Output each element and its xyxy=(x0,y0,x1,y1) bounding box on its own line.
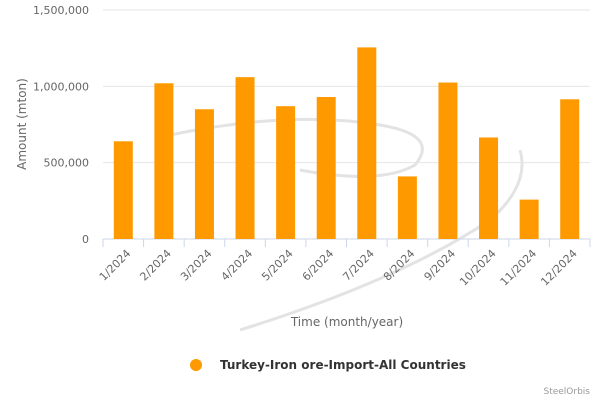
bar-2-2024[interactable] xyxy=(154,83,174,239)
bar-4-2024[interactable] xyxy=(235,77,255,239)
x-axis-ticks: 1/2024 2/2024 3/2024 4/2024 5/2024 6/2024 7/20… xyxy=(97,239,591,289)
y-tick-label: 1,500,000 xyxy=(33,4,89,17)
bar-11-2024[interactable] xyxy=(519,199,539,239)
bar-3-2024[interactable] xyxy=(194,109,214,239)
bars xyxy=(113,47,580,240)
x-tick-label: 5/2024 xyxy=(259,247,296,284)
x-tick-label: 4/2024 xyxy=(219,247,256,284)
legend-label: Turkey-Iron ore-Import-All Countries xyxy=(220,358,466,372)
y-axis-ticks: 0 500,000 1,000,000 1,500,000 xyxy=(33,4,89,246)
x-tick-label: 7/2024 xyxy=(340,247,377,284)
bar-8-2024[interactable] xyxy=(397,176,417,239)
bar-10-2024[interactable] xyxy=(479,137,499,239)
bar-6-2024[interactable] xyxy=(316,97,336,240)
bar-1-2024[interactable] xyxy=(113,141,133,239)
bar-5-2024[interactable] xyxy=(276,106,296,240)
legend-marker xyxy=(190,359,202,371)
y-axis-title: Amount (mton) xyxy=(15,78,29,170)
x-tick-label: 9/2024 xyxy=(422,247,459,284)
x-tick-label: 3/2024 xyxy=(178,247,215,284)
x-tick-label: 10/2024 xyxy=(457,247,499,289)
y-tick-label: 500,000 xyxy=(44,157,90,170)
bar-12-2024[interactable] xyxy=(560,99,580,239)
y-tick-label: 0 xyxy=(82,233,89,246)
x-tick-label: 6/2024 xyxy=(300,247,337,284)
bar-9-2024[interactable] xyxy=(438,82,458,240)
x-tick-label: 11/2024 xyxy=(498,247,540,289)
watermark-swirl xyxy=(169,117,524,332)
chart-credit[interactable]: SteelOrbis xyxy=(543,387,590,397)
bar-7-2024[interactable] xyxy=(357,47,377,239)
x-tick-label: 2/2024 xyxy=(137,247,174,284)
y-tick-label: 1,000,000 xyxy=(33,80,89,93)
x-tick-label: 12/2024 xyxy=(538,247,580,289)
x-axis-title: Time (month/year) xyxy=(290,315,403,329)
legend[interactable]: Turkey-Iron ore-Import-All Countries xyxy=(190,358,466,372)
x-tick-label: 1/2024 xyxy=(97,247,134,284)
gridlines xyxy=(103,9,590,164)
